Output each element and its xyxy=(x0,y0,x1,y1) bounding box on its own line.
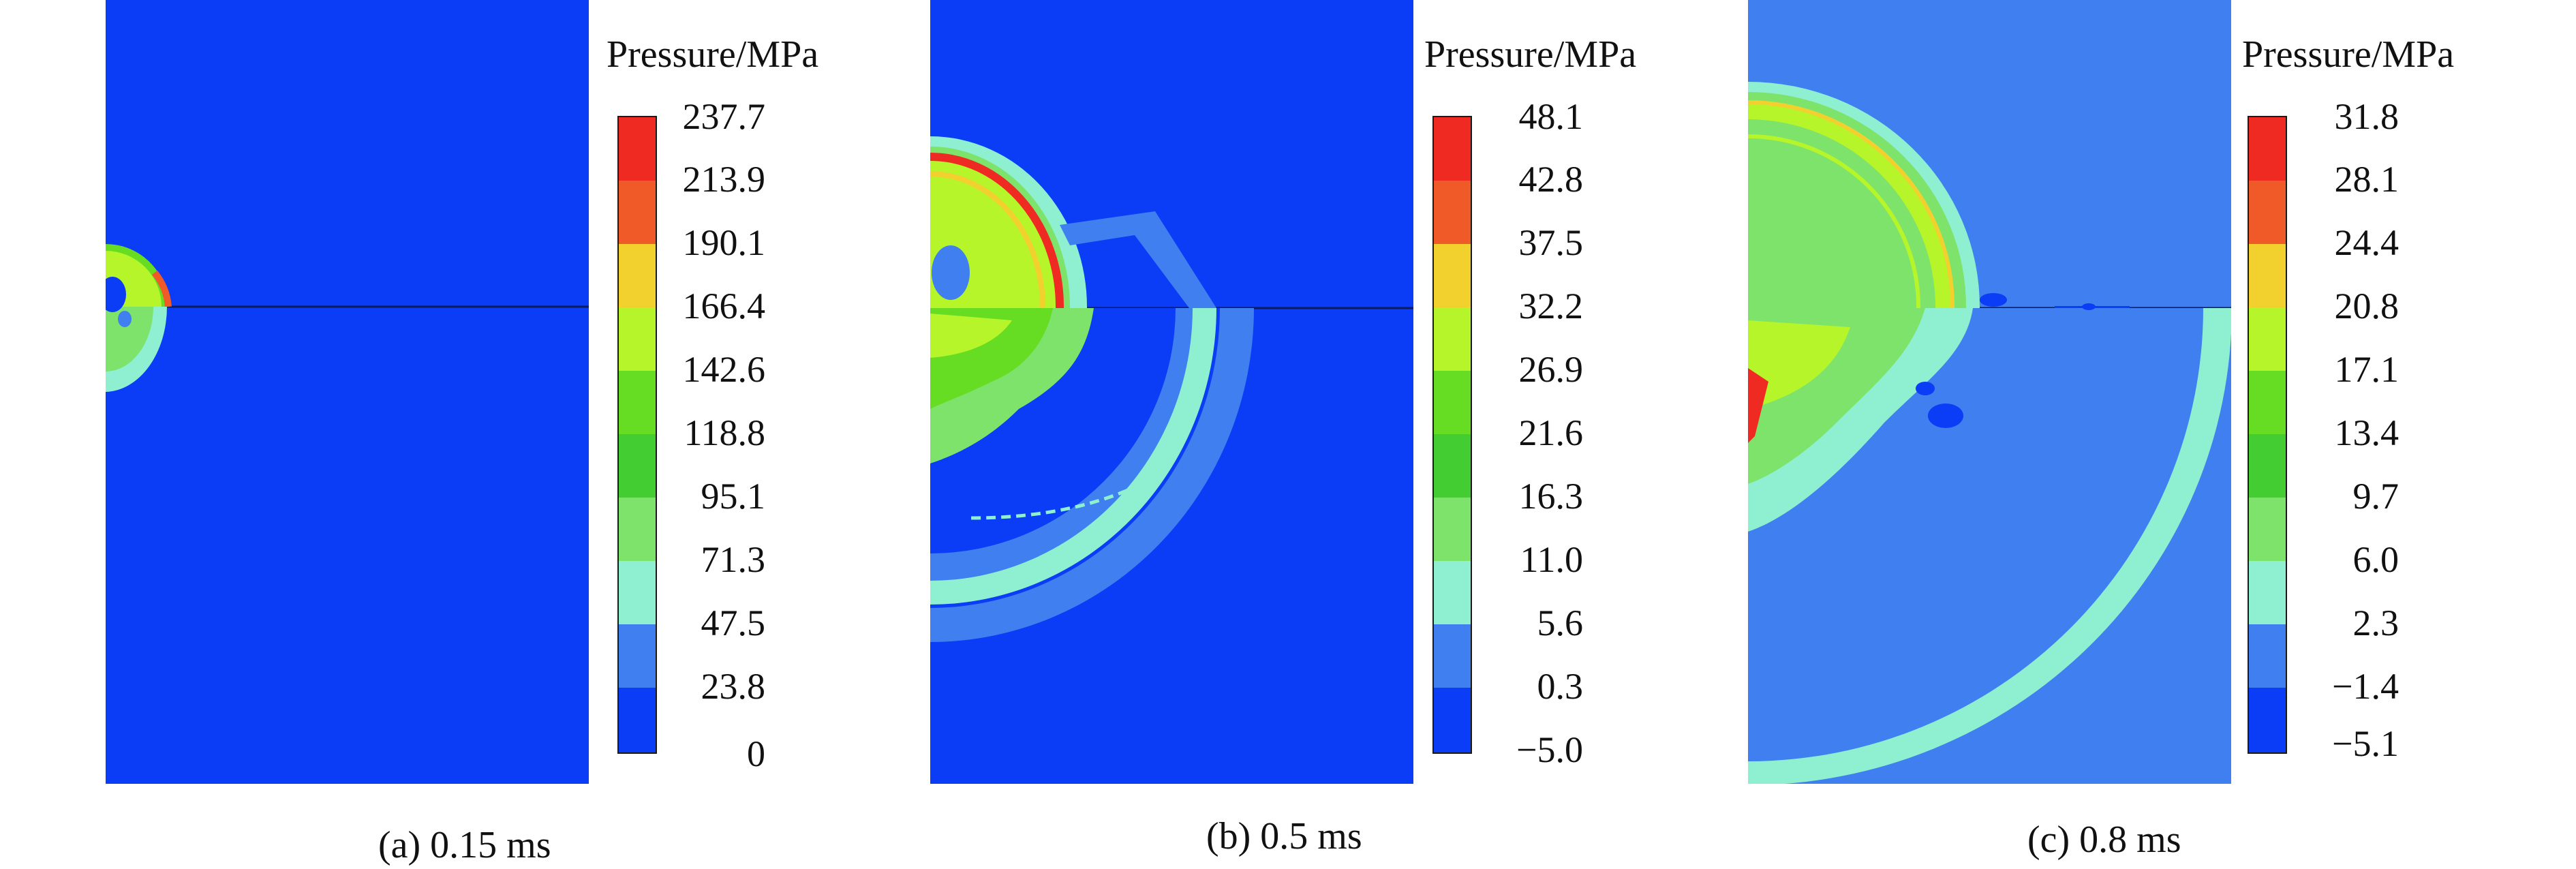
colorbar-segment xyxy=(2249,624,2286,688)
panel-caption: (a) 0.15 ms xyxy=(378,824,551,866)
colorbar-segment xyxy=(2249,561,2286,624)
colorbar-segment xyxy=(1434,688,1471,752)
colorbar-a xyxy=(617,116,657,754)
colorbar-segment xyxy=(1434,624,1471,688)
colorbar-segment xyxy=(2249,371,2286,434)
legend-tick: 47.5 xyxy=(701,603,766,643)
colorbar-segment xyxy=(2249,181,2286,244)
colorbar-c xyxy=(2248,116,2287,754)
colorbar-b xyxy=(1432,116,1472,754)
legend-tick: 5.6 xyxy=(1537,603,1584,643)
legend-tick: 28.1 xyxy=(2334,159,2399,200)
legend-tick: 48.1 xyxy=(1518,96,1584,137)
colorbar-segment xyxy=(1434,117,1471,181)
pressure-field-a xyxy=(106,244,589,392)
colorbar-segment xyxy=(619,688,656,752)
colorbar-segment xyxy=(1434,561,1471,624)
colorbar-segment xyxy=(1434,434,1471,498)
legend-tick: 21.6 xyxy=(1518,412,1584,453)
legend-tick: 166.4 xyxy=(682,286,766,326)
simulation-plot-a xyxy=(106,0,589,784)
colorbar-segment xyxy=(1434,181,1471,244)
simulation-plot-c xyxy=(1748,0,2231,784)
legend-tick: 142.6 xyxy=(682,349,766,390)
colorbar-segment xyxy=(619,181,656,244)
legend-tick: −5.1 xyxy=(2332,723,2399,764)
legend-tick: 213.9 xyxy=(682,159,766,200)
colorbar-segment xyxy=(2249,688,2286,752)
legend-tick: 17.1 xyxy=(2334,349,2399,390)
legend-tick: −5.0 xyxy=(1516,729,1583,770)
colorbar-segment xyxy=(619,244,656,307)
legend-tick: 23.8 xyxy=(701,666,766,707)
panel-caption: (b) 0.5 ms xyxy=(1206,815,1362,857)
colorbar-segment xyxy=(619,624,656,688)
colorbar-segment xyxy=(619,561,656,624)
legend-tick: 37.5 xyxy=(1518,222,1584,263)
legend-tick: 13.4 xyxy=(2334,412,2399,453)
pressure-field-b xyxy=(930,136,1413,642)
colorbar-segment xyxy=(1434,244,1471,307)
legend-tick: 26.9 xyxy=(1518,349,1584,390)
legend-tick: 0.3 xyxy=(1537,666,1584,707)
legend-title: Pressure/MPa xyxy=(1424,33,1637,76)
colorbar-segment xyxy=(2249,307,2286,371)
legend-tick: 118.8 xyxy=(684,412,766,453)
colorbar-segment xyxy=(619,434,656,498)
colorbar-segment xyxy=(619,498,656,561)
legend-tick: 6.0 xyxy=(2352,539,2399,580)
pressure-field-c xyxy=(1748,82,2231,784)
colorbar-segment xyxy=(619,307,656,371)
colorbar-segment xyxy=(619,117,656,181)
legend-tick: 20.8 xyxy=(2334,286,2399,326)
legend-tick: 71.3 xyxy=(701,539,766,580)
colorbar-segment xyxy=(2249,434,2286,498)
colorbar-segment xyxy=(2249,117,2286,181)
colorbar-segment xyxy=(619,371,656,434)
legend-tick: 9.7 xyxy=(2352,476,2399,517)
legend-title: Pressure/MPa xyxy=(607,33,819,76)
colorbar-segment xyxy=(1434,371,1471,434)
legend-tick: 2.3 xyxy=(2352,603,2399,643)
legend-tick: 42.8 xyxy=(1518,159,1584,200)
legend-tick: 24.4 xyxy=(2334,222,2399,263)
legend-tick: −1.4 xyxy=(2332,666,2399,707)
colorbar-segment xyxy=(1434,498,1471,561)
legend-tick: 95.1 xyxy=(701,476,766,517)
legend-tick: 11.0 xyxy=(1520,539,1584,580)
legend-tick: 0 xyxy=(747,733,765,774)
legend-tick: 32.2 xyxy=(1518,286,1584,326)
legend-title: Pressure/MPa xyxy=(2242,33,2455,76)
panel-caption: (c) 0.8 ms xyxy=(2027,819,2181,861)
colorbar-segment xyxy=(2249,498,2286,561)
simulation-plot-b xyxy=(930,0,1413,784)
legend-tick: 16.3 xyxy=(1518,476,1584,517)
colorbar-segment xyxy=(1434,307,1471,371)
legend-tick: 237.7 xyxy=(682,96,766,137)
legend-tick: 31.8 xyxy=(2334,96,2399,137)
colorbar-segment xyxy=(2249,244,2286,307)
legend-tick: 190.1 xyxy=(682,222,766,263)
